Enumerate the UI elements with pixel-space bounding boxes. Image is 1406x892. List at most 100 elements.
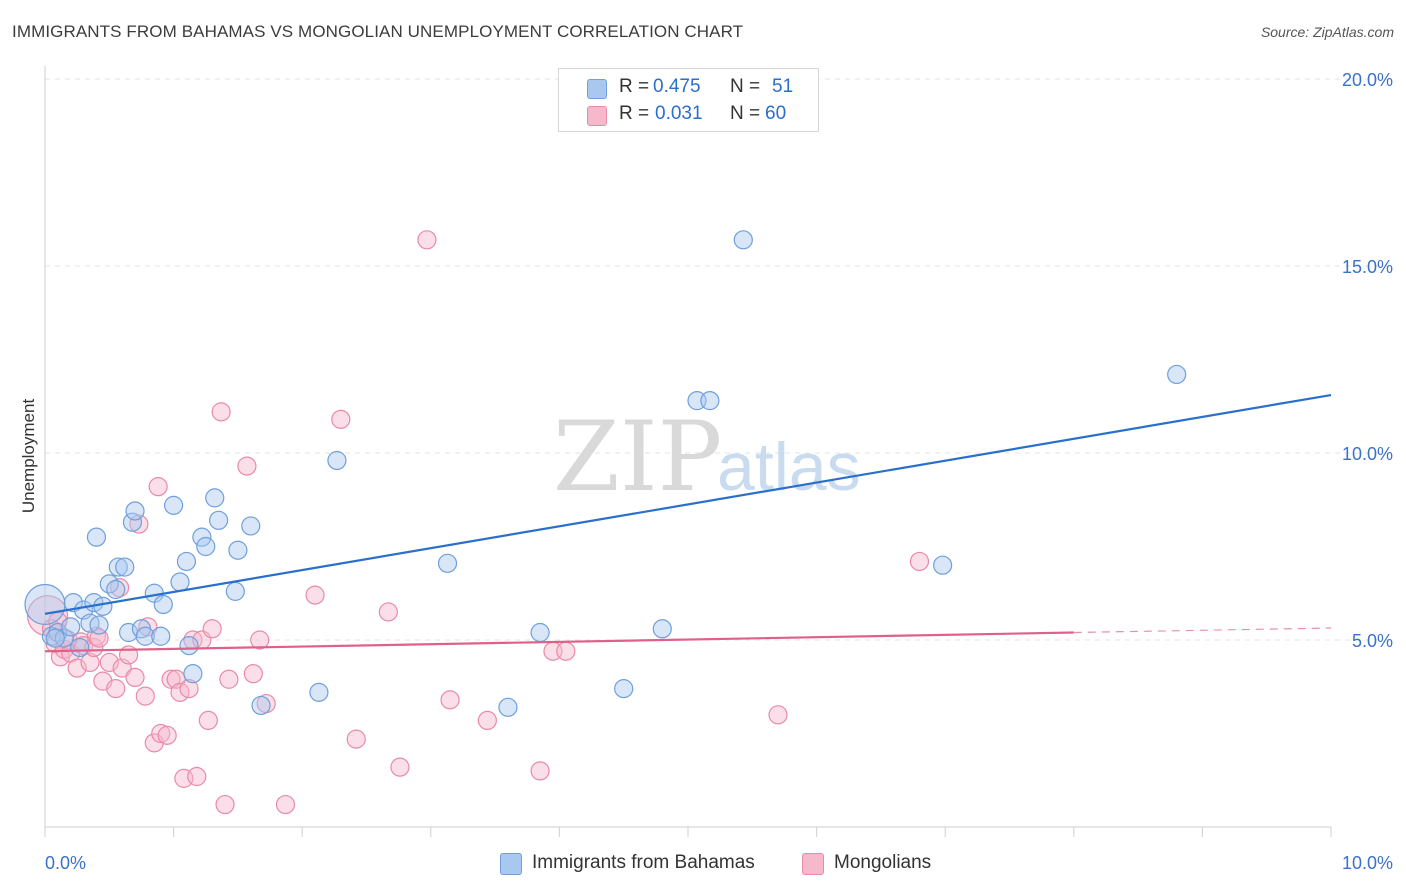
mongolians-point <box>440 690 460 710</box>
bahamas-point <box>614 679 634 699</box>
legend-n-label: N = <box>730 76 761 97</box>
bahamas-point <box>205 488 225 508</box>
mongolians-point <box>161 669 181 689</box>
mongolians-point <box>530 761 550 781</box>
bottom-legend-label: Immigrants from Bahamas <box>532 852 755 873</box>
legend-r-value: 0.475 <box>653 76 701 97</box>
mongolians-point <box>250 630 270 650</box>
y-axis-label: Unemployment <box>19 399 38 514</box>
bahamas-point <box>437 553 458 573</box>
mongolians-point <box>390 757 410 777</box>
bahamas-point <box>125 501 145 521</box>
bahamas-point <box>115 557 135 577</box>
bahamas-points <box>24 230 1187 717</box>
legend-n-value: 60 <box>765 103 787 124</box>
bahamas-point <box>530 622 550 643</box>
bahamas-point <box>170 572 190 592</box>
bahamas-point <box>251 695 271 716</box>
legend-swatch-blue <box>587 79 607 99</box>
bahamas-point <box>63 592 83 613</box>
watermark-atlas: atlas <box>717 429 861 505</box>
mongolians-point <box>89 628 109 648</box>
mongolians-point <box>331 409 351 429</box>
bahamas-point <box>327 450 347 471</box>
bahamas-point <box>86 527 107 547</box>
legend-row-mongolians: R = 0.031 N = 60 <box>559 101 818 127</box>
mongolians-point <box>275 794 296 815</box>
mongolians-point <box>417 230 437 250</box>
bottom-legend-label: Mongolians <box>834 852 932 873</box>
x-tick-label: 10.0% <box>1342 853 1393 873</box>
bahamas-trend-line <box>44 393 1332 615</box>
x-tick-label: 0.0% <box>45 853 86 873</box>
watermark: ZIP atlas <box>553 401 861 513</box>
y-tick-label: 10.0% <box>1342 444 1393 464</box>
bahamas-point <box>241 516 261 536</box>
chart-title: IMMIGRANTS FROM BAHAMAS VS MONGOLIAN UNE… <box>12 22 744 41</box>
bahamas-point <box>135 626 155 646</box>
bahamas-point <box>70 637 90 658</box>
bahamas-point <box>108 557 128 577</box>
bahamas-point <box>106 579 126 600</box>
legend-row-bahamas: R = 0.475 N = 51 <box>559 74 818 100</box>
bottom-legend-bahamas: Immigrants from Bahamas <box>500 851 780 877</box>
tick-label-layer: 5.0% 10.0% 15.0% 20.0% 0.0% 10.0% <box>45 70 1393 873</box>
bahamas-point <box>209 510 229 530</box>
axis-layer <box>44 66 1332 837</box>
mongolians-point <box>909 551 930 572</box>
watermark-zip: ZIP <box>553 401 722 513</box>
bahamas-point <box>153 594 173 615</box>
mongolians-trend-line <box>44 631 1074 653</box>
bahamas-point <box>733 230 753 250</box>
mongolians-point <box>135 686 155 706</box>
mongolians-point <box>243 664 263 684</box>
bahamas-point <box>196 536 216 557</box>
correlation-legend: R = 0.475 N = 51 R = 0.031 N = 60 <box>558 68 819 132</box>
bahamas-point <box>1167 364 1187 385</box>
grid-layer <box>45 78 1392 641</box>
mongolians-point <box>346 729 366 749</box>
legend-n-label: N = <box>730 103 761 124</box>
bahamas-point <box>93 596 113 616</box>
bahamas-point <box>176 551 197 572</box>
y-tick-label: 20.0% <box>1342 70 1393 90</box>
trend-layer <box>44 393 1332 653</box>
bahamas-point <box>61 617 81 637</box>
mongolians-point <box>125 667 145 688</box>
mongolians-point <box>237 456 257 476</box>
bahamas-point <box>89 615 109 635</box>
bahamas-point <box>498 697 518 717</box>
mongolians-point <box>378 602 398 622</box>
bahamas-point <box>122 512 143 532</box>
bahamas-point <box>45 628 65 648</box>
bahamas-point <box>192 527 212 547</box>
mongolians-point <box>157 725 177 745</box>
mongolians-point <box>187 766 207 787</box>
mongolians-point <box>768 705 788 725</box>
mongolians-point <box>219 669 239 689</box>
mongolians-point <box>202 619 222 639</box>
mongolians-point <box>80 652 100 673</box>
legend-r-label: R = <box>619 76 650 97</box>
mongolians-point <box>556 641 576 661</box>
mongolians-point <box>106 679 126 699</box>
bahamas-point <box>151 626 171 646</box>
bahamas-point <box>164 495 184 515</box>
mongolians-point <box>215 794 235 815</box>
mongolians-point <box>477 710 497 731</box>
source-credit: Source: ZipAtlas.com <box>1260 24 1394 40</box>
mongolians-point <box>151 723 171 744</box>
mongolians-point <box>148 477 168 497</box>
mongolians-points <box>26 230 930 815</box>
mongolians-point <box>211 402 231 422</box>
bahamas-point <box>933 555 953 575</box>
bahamas-point <box>309 682 329 702</box>
mongolians-point <box>305 585 325 605</box>
bahamas-point <box>228 540 248 560</box>
mongolians-point <box>26 595 69 637</box>
bottom-swatch-blue <box>500 853 522 875</box>
legend-r-value: 0.031 <box>655 103 703 124</box>
mongolians-point <box>84 637 104 658</box>
bottom-legend-mongolians: Mongolians <box>802 851 952 877</box>
